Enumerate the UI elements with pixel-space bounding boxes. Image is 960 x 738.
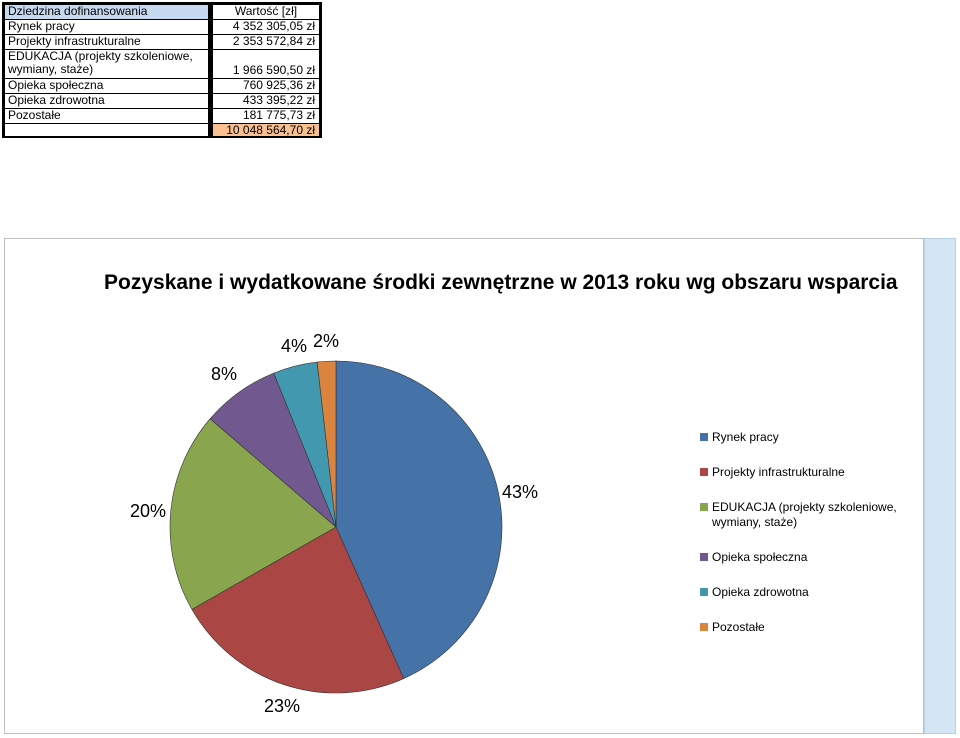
legend-label: Pozostałe [712,620,765,634]
table-row-value: 181 775,73 zł [213,109,319,123]
table-total-value: 10 048 564,70 zł [213,124,319,136]
legend-label: Opieka społeczna [712,550,808,564]
pie-slice [169,418,337,610]
table-total-label [5,124,208,136]
table-header-value: Wartość [zł] [213,5,319,19]
legend-swatch [700,588,708,596]
legend-label: Rynek pracy [712,430,779,444]
pie-slice [191,526,405,694]
table-row-value: 2 353 572,84 zł [213,35,319,49]
table-row-category: Opieka społeczna [5,79,208,93]
legend-swatch [700,433,708,441]
table-row-category: Rynek pracy [5,20,208,34]
pie-slice [335,360,503,679]
pie-slice-label: 20% [130,501,166,521]
table-row-category: EDUKACJA (projekty szkoleniowe, wymiany,… [5,50,208,78]
pie-slice-label: 23% [264,696,300,716]
table-row-value: 433 395,22 zł [213,94,319,108]
legend-swatch [700,553,708,561]
table-row-category: Projekty infrastrukturalne [5,35,208,49]
pie-slice-label: 2% [313,331,339,351]
table-row-value: 760 925,36 zł [213,79,319,93]
legend-label: EDUKACJA (projekty szkoleniowe, wymiany,… [712,500,897,529]
side-panel [924,238,956,734]
legend-swatch [700,503,708,511]
legend-swatch [700,468,708,476]
funding-table: Dziedzina dofinansowania Wartość [zł] Ry… [2,2,322,138]
chart-title: Pozyskane i wydatkowane środki zewnętrzn… [104,271,898,294]
legend-label: Opieka zdrowotna [712,585,809,599]
table-header-category: Dziedzina dofinansowania [5,5,208,19]
pie-slice-label: 43% [502,482,538,502]
table-row-value: 4 352 305,05 zł [213,20,319,34]
legend-label: Projekty infrastrukturalne [712,465,845,479]
pie-slice [316,360,337,528]
legend-swatch [700,623,708,631]
table-row-value: 1 966 590,50 zł [213,50,319,78]
table-row-category: Opieka zdrowotna [5,94,208,108]
pie-slice-label: 4% [281,336,307,356]
table-row-category: Pozostałe [5,109,208,123]
pie-slice-label: 8% [211,364,237,384]
